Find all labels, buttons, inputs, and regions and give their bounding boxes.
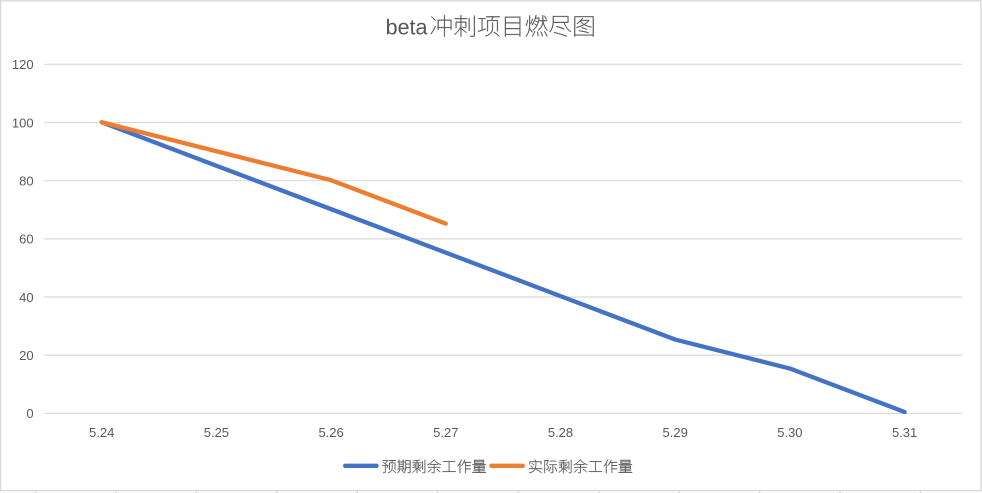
svg-text:5.27: 5.27 [433, 425, 458, 440]
svg-text:0: 0 [26, 406, 33, 421]
svg-text:80: 80 [19, 173, 33, 188]
svg-text:120: 120 [12, 57, 34, 72]
svg-text:5.28: 5.28 [548, 425, 573, 440]
svg-text:5.30: 5.30 [777, 425, 802, 440]
svg-text:60: 60 [19, 232, 33, 247]
svg-text:40: 40 [19, 290, 33, 305]
svg-text:100: 100 [12, 115, 34, 130]
svg-text:5.26: 5.26 [318, 425, 343, 440]
svg-text:5.31: 5.31 [892, 425, 917, 440]
svg-text:5.24: 5.24 [89, 425, 114, 440]
svg-text:20: 20 [19, 348, 33, 363]
svg-text:5.29: 5.29 [663, 425, 688, 440]
svg-text:5.25: 5.25 [204, 425, 229, 440]
